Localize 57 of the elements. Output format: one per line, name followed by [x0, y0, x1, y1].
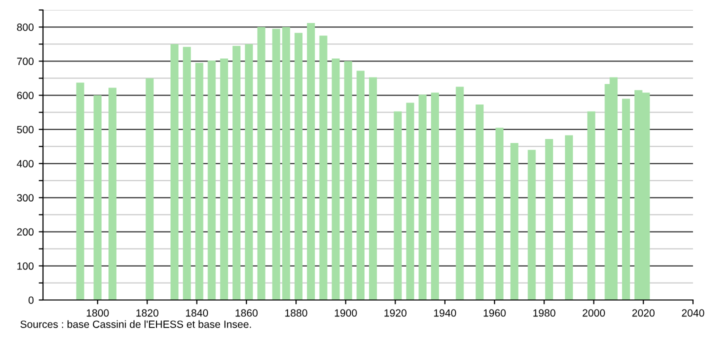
y-tick-label: 0 — [28, 296, 34, 304]
bar — [406, 102, 414, 300]
x-tick-label: 1980 — [533, 309, 556, 317]
bar — [208, 60, 216, 300]
bar — [170, 44, 178, 300]
bar — [76, 82, 84, 300]
bar — [232, 46, 240, 300]
y-tick-label: 600 — [17, 92, 34, 100]
bar — [510, 143, 518, 300]
x-tick-label: 2020 — [632, 309, 655, 317]
bar — [108, 88, 116, 300]
bar — [476, 104, 484, 300]
bar — [344, 61, 352, 300]
bar — [272, 28, 280, 300]
y-tick-label: 700 — [17, 58, 34, 66]
bar — [94, 95, 102, 300]
y-tick-label: 400 — [16, 160, 34, 168]
bar — [587, 111, 596, 300]
bar — [528, 150, 536, 300]
source-note: Sources : base Cassini de l'EHESS et base Insee. — [20, 320, 251, 328]
bar — [332, 58, 340, 300]
bar — [496, 128, 504, 300]
bar — [294, 32, 303, 300]
y-tick-label: 800 — [17, 24, 34, 31]
bar — [545, 138, 554, 300]
x-tick-label: 2000 — [582, 309, 605, 317]
bar — [394, 111, 402, 300]
bar — [182, 46, 191, 300]
bar — [195, 62, 204, 300]
bar — [244, 44, 253, 300]
x-tick-label: 1880 — [285, 309, 308, 317]
bar — [220, 58, 228, 300]
x-tick-label: 2040 — [682, 309, 704, 317]
x-tick-label: 1940 — [434, 309, 456, 317]
bar — [622, 98, 630, 300]
y-tick-label: 200 — [17, 228, 34, 236]
bar — [356, 70, 365, 300]
bar — [431, 92, 439, 300]
x-tick-label: 1860 — [236, 309, 258, 317]
y-tick-label: 100 — [17, 262, 34, 270]
x-tick-label: 1840 — [186, 309, 208, 317]
bar — [564, 135, 573, 300]
x-tick-label: 1820 — [136, 309, 158, 317]
x-tick-label: 1920 — [384, 309, 406, 317]
y-tick-label: 300 — [16, 194, 34, 202]
bar — [456, 86, 464, 300]
x-tick-label: 1800 — [86, 309, 109, 317]
bar — [368, 77, 377, 300]
bar — [319, 36, 328, 300]
bar — [306, 22, 315, 300]
x-tick-label: 1900 — [334, 309, 357, 317]
bar — [146, 78, 154, 300]
bar — [257, 27, 266, 300]
bar — [282, 27, 290, 300]
x-tick-label: 1960 — [484, 309, 506, 317]
bar — [418, 94, 427, 300]
y-tick-label: 500 — [17, 126, 34, 134]
